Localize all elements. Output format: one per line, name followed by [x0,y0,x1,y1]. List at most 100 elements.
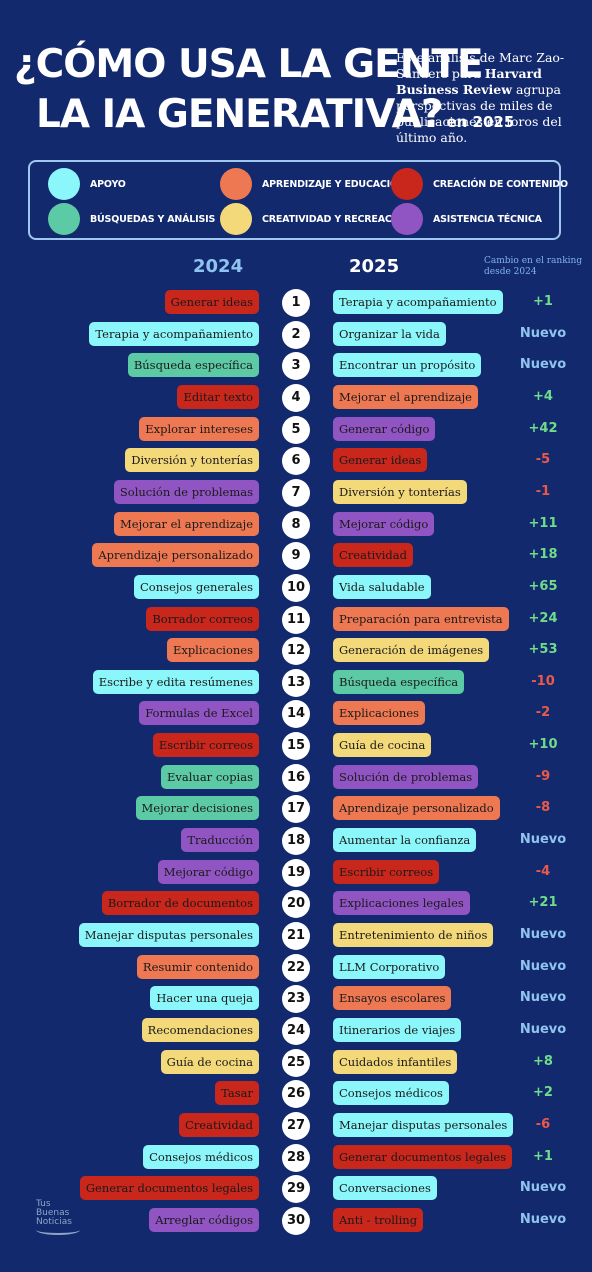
rank-number: 10 [282,573,310,602]
use-2024-pill: Consejos generales [133,574,259,599]
use-2024-pill: Diversión y tonterías [125,448,259,473]
rank-change: -6 [535,1116,551,1132]
rank-change: -9 [535,768,551,784]
use-2025-pill: Preparación para entrevista [333,606,509,631]
use-2024-pill: Traducción [181,828,259,853]
use-2025-pill: Cuidados infantiles [333,1049,458,1074]
use-2025-pill: LLM Corporativo [333,954,446,979]
rank-number: 2 [282,320,310,349]
use-2024-pill: Creatividad [178,1112,259,1137]
logo-line-1: Tus [36,1199,51,1209]
legend-label: APRENDIZAJE Y EDUCACIÓN [262,178,406,190]
ranking-row: Borrador correos 11 Preparación para entre… [0,603,592,635]
rank-number: 3 [282,352,310,381]
ranking-row: Consejos generales 10 Vida saludable +65 [0,571,592,603]
use-2025-pill: Generar código [333,416,436,441]
ranking-row: Escribe y edita resúmenes 13 Búsqueda espe… [0,666,592,698]
use-2024-pill: Solución de problemas [113,479,259,504]
ranking-row: Borrador de documentos 20 Explicaciones le… [0,887,592,919]
use-2024-pill: Generar documentos legales [79,1176,259,1201]
rank-change: Nuevo [519,357,567,373]
use-2024-pill: Terapia y acompañamiento [89,321,259,346]
ranking-row: Explicaciones 12 Generación de imágenes +53 [0,634,592,666]
ranking-row: Hacer una queja 23 Ensayos escolares Nuevo [0,982,592,1014]
main-title: ¿CÓMO USA LA GENTE LA IA GENERATIVA? en 2… [14,40,514,147]
legend-label: ASISTENCIA TÉCNICA [433,213,542,225]
logo-line-2: Buenas [36,1208,70,1218]
rank-change: -1 [535,483,551,499]
rank-number: 15 [282,732,310,761]
ranking-row: Formulas de Excel 14 Explicaciones -2 [0,697,592,729]
rank-number: 21 [282,922,310,950]
use-2025-pill: Terapia y acompañamiento [333,290,503,314]
rank-number: 19 [282,858,310,887]
rank-change: +65 [528,578,558,594]
rank-change: +8 [533,1053,553,1069]
rank-change: Nuevo [519,1211,567,1227]
use-2025-pill: Itinerarios de viajes [333,1017,462,1042]
rank-number: 22 [282,953,310,982]
ranking-row: Mejorar decisiones 17 Aprendizaje personal… [0,792,592,824]
title-line-2: LA IA GENERATIVA? [36,92,443,137]
rank-change: Nuevo [519,832,567,848]
rank-change: Nuevo [519,1180,567,1196]
title-line-1: ¿CÓMO USA LA GENTE [14,42,484,87]
legend-item-asistencia: ASISTENCIA TÉCNICA [391,203,542,235]
ranking-row: Creatividad 27 Manejar disputas personales… [0,1109,592,1141]
use-2025-pill: Creatividad [333,543,414,568]
legend-label: BÚSQUEDAS Y ANÁLISIS [90,213,216,225]
legend-item-creatividad: CREATIVIDAD Y RECREACIÓN [220,203,411,235]
use-2025-pill: Diversión y tonterías [333,479,467,504]
legend-item-aprendizaje: APRENDIZAJE Y EDUCACIÓN [220,168,406,200]
rank-change: Nuevo [519,958,567,974]
use-2025-pill: Manejar disputas personales [333,1112,514,1137]
use-2024-pill: Tasar [215,1081,259,1106]
rank-number: 6 [282,447,310,476]
rank-change: +11 [528,515,558,531]
use-2025-pill: Anti - trolling [333,1207,424,1232]
use-2024-pill: Explorar intereses [139,416,259,441]
title-year: en 2025 [446,113,515,131]
rank-number: 29 [282,1175,310,1204]
rank-change: -5 [535,452,551,468]
use-2025-pill: Conversaciones [333,1176,437,1201]
rank-change: Nuevo [519,1021,567,1037]
use-2024-pill: Consejos médicos [143,1144,259,1169]
use-2024-pill: Manejar disputas personales [78,923,259,947]
legend-swatch [220,168,252,200]
ranking-row: Solución de problemas 7 Diversión y tonter… [0,476,592,508]
use-2024-pill: Explicaciones [166,638,259,663]
use-2025-pill: Mejorar código [333,511,435,536]
ranking-row: Aprendizaje personalizado 9 Creatividad +18 [0,539,592,571]
use-2024-pill: Recomendaciones [141,1017,259,1042]
rank-number: 8 [282,510,310,539]
use-2025-pill: Ensayos escolares [333,986,452,1011]
rank-number: 30 [282,1206,310,1235]
rank-change: Nuevo [519,927,567,942]
publisher-logo: Tus Buenas Noticias [36,1200,88,1235]
ranking-row: Generar documentos legales 29 Conversacion… [0,1172,592,1204]
use-2025-pill: Escribir correos [333,859,440,884]
logo-line-3: Noticias [36,1217,72,1227]
category-legend: APOYO APRENDIZAJE Y EDUCACIÓN CREACIÓN DE … [28,160,568,240]
use-2024-pill: Guía de cocina [160,1049,259,1074]
use-2025-pill: Vida saludable [333,574,431,599]
use-2024-pill: Búsqueda específica [127,353,259,378]
rank-number: 4 [282,383,310,412]
use-2024-pill: Escribe y edita resúmenes [92,669,259,694]
ranking-row: Recomendaciones 24 Itinerarios de viajes Nu… [0,1014,592,1046]
use-2025-pill: Solución de problemas [333,764,479,789]
legend-item-apoyo: APOYO [48,168,126,200]
rank-number: 24 [282,1016,310,1045]
ranking-row: Mejorar el aprendizaje 8 Mejorar código +11 [0,508,592,540]
rank-change: -4 [535,863,551,879]
rank-change: +42 [528,420,558,436]
rank-number: 17 [282,795,310,824]
legend-label: APOYO [90,178,126,190]
rank-change: +18 [528,547,558,563]
ranking-row: Guía de cocina 25 Cuidados infantiles +8 [0,1046,592,1078]
use-2025-pill: Guía de cocina [333,733,432,758]
rank-number: 20 [282,890,310,919]
ranking-row: Traducción 18 Aumentar la confianza Nuevo [0,824,592,856]
rank-change: +21 [528,895,558,911]
